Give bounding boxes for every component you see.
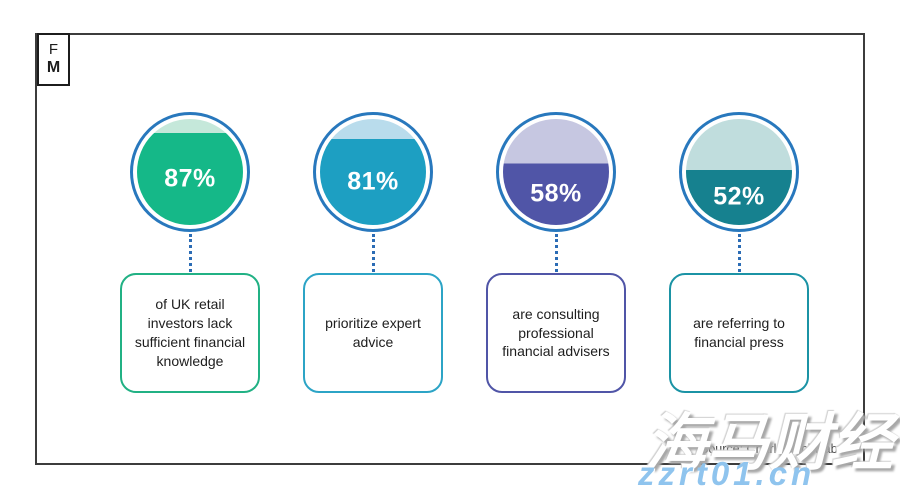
percent-circle-2: 81% bbox=[313, 112, 433, 232]
percent-label-3: 58% bbox=[530, 179, 582, 208]
fm-logo-letter-f: F bbox=[48, 41, 59, 59]
outer-frame bbox=[35, 33, 865, 465]
description-box-2: prioritize expert advice bbox=[303, 273, 443, 393]
stat-column-1: 87% of UK retail investors lack sufficie… bbox=[100, 112, 280, 393]
fm-logo: F M bbox=[37, 33, 70, 86]
dotted-connector-4 bbox=[737, 234, 741, 272]
description-box-3: are consulting professional financial ad… bbox=[486, 273, 626, 393]
stat-column-4: 52% are referring to financial press bbox=[649, 112, 829, 393]
description-text-4: are referring to financial press bbox=[693, 315, 785, 350]
percent-label-4: 52% bbox=[713, 182, 765, 211]
stat-column-3: 58% are consulting professional financia… bbox=[466, 112, 646, 393]
fm-logo-letter-m: M bbox=[46, 58, 61, 76]
watermark-domain: zzrt01.cn bbox=[638, 455, 816, 492]
description-text-1: of UK retail investors lack sufficient f… bbox=[134, 296, 246, 369]
percent-circle-fill-1: 87% bbox=[137, 119, 243, 225]
description-text-2: prioritize expert advice bbox=[325, 315, 421, 350]
watermark-cjk: 海马财经 bbox=[645, 409, 894, 478]
percent-circle-fill-4: 52% bbox=[686, 119, 792, 225]
description-box-1: of UK retail investors lack sufficient f… bbox=[120, 273, 260, 393]
percent-circle-3: 58% bbox=[496, 112, 616, 232]
dotted-connector-1 bbox=[188, 234, 192, 272]
percent-circle-fill-2: 81% bbox=[320, 119, 426, 225]
percent-label-2: 81% bbox=[347, 167, 399, 196]
stat-column-2: 81% prioritize expert advice bbox=[283, 112, 463, 393]
description-text-3: are consulting professional financial ad… bbox=[502, 305, 610, 360]
percent-circle-fill-3: 58% bbox=[503, 119, 609, 225]
percent-circle-4: 52% bbox=[679, 112, 799, 232]
dotted-connector-2 bbox=[371, 234, 375, 272]
percent-label-1: 87% bbox=[164, 164, 216, 193]
source-attribution: Source: Charles Schwab bbox=[700, 442, 838, 456]
percent-circle-1: 87% bbox=[130, 112, 250, 232]
description-box-4: are referring to financial press bbox=[669, 273, 809, 393]
dotted-connector-3 bbox=[554, 234, 558, 272]
